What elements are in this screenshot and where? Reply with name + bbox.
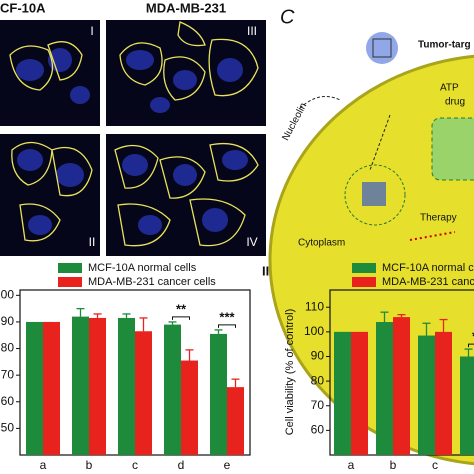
image-panel bbox=[0, 134, 100, 256]
x-tick-label: a bbox=[348, 458, 355, 472]
bar bbox=[89, 317, 106, 455]
microscopy: CF-10A MDA-MB-231 I III II IV bbox=[0, 0, 266, 256]
y-tick-label: 70 bbox=[311, 398, 325, 412]
panel-label: III bbox=[247, 24, 257, 38]
column-label: CF-10A bbox=[0, 0, 46, 15]
panel-label: IV bbox=[246, 235, 257, 249]
bar bbox=[43, 321, 60, 455]
panel-label: I bbox=[90, 24, 93, 38]
y-tick-label: 60 bbox=[1, 394, 15, 408]
vesicle bbox=[344, 164, 406, 226]
column-label: MDA-MB-231 bbox=[146, 0, 226, 15]
significance-bracket bbox=[468, 343, 474, 348]
x-tick-label: b bbox=[390, 458, 397, 472]
y-tick-label: 100 bbox=[0, 287, 14, 301]
legend-label: MDA-MB-231 cancer cells bbox=[382, 276, 474, 288]
diagram-label: drug bbox=[445, 97, 465, 108]
bar bbox=[351, 331, 368, 455]
x-tick-label: c bbox=[132, 458, 138, 472]
nanostructure bbox=[362, 182, 386, 206]
y-tick-label: 80 bbox=[1, 341, 15, 355]
bar bbox=[460, 356, 474, 455]
bar bbox=[393, 317, 410, 455]
y-tick-label: 90 bbox=[1, 314, 15, 328]
legend-swatch bbox=[352, 277, 376, 287]
nanostructure bbox=[366, 32, 398, 64]
legend-label: MCF-10A normal cells bbox=[382, 262, 474, 274]
bar bbox=[210, 333, 227, 455]
y-tick-label: 90 bbox=[311, 349, 325, 363]
y-tick-label: 60 bbox=[311, 423, 325, 437]
nucleus bbox=[431, 117, 474, 181]
legend-swatch bbox=[352, 263, 376, 273]
significance-bracket bbox=[218, 324, 236, 328]
y-tick-label: 50 bbox=[1, 421, 15, 435]
bar bbox=[118, 317, 135, 455]
bar bbox=[26, 321, 43, 455]
y-axis-label: Cell viability (% of control) bbox=[284, 309, 296, 436]
panel-label: II bbox=[89, 235, 96, 249]
diagram-label: ATP bbox=[440, 83, 459, 94]
bar bbox=[435, 331, 452, 455]
spacer bbox=[272, 0, 474, 14]
x-tick-label: a bbox=[40, 458, 47, 472]
bar bbox=[72, 316, 89, 455]
x-tick-label: e bbox=[224, 458, 231, 472]
significance-label: ** bbox=[472, 329, 474, 344]
y-tick-label: 110 bbox=[305, 299, 324, 313]
diagram-label: Nucleolin bbox=[280, 101, 309, 142]
x-tick-label: b bbox=[86, 458, 93, 472]
panel-label: II bbox=[262, 263, 269, 278]
bar bbox=[135, 331, 152, 455]
bar bbox=[418, 335, 435, 455]
bar bbox=[376, 322, 393, 455]
nanostructure bbox=[372, 38, 392, 58]
legend-label: MCF-10A normal cells bbox=[88, 262, 197, 274]
significance-label: ** bbox=[176, 301, 187, 316]
y-tick-label: 80 bbox=[311, 373, 325, 387]
legend-swatch bbox=[58, 263, 82, 273]
diagram-label: Therapy bbox=[420, 213, 457, 224]
legend-swatch bbox=[58, 277, 82, 287]
arrow bbox=[299, 95, 341, 109]
x-tick-label: d bbox=[178, 458, 185, 472]
legend-label: MDA-MB-231 cancer cells bbox=[88, 276, 216, 288]
diagram-label: Tumor-targ bbox=[418, 40, 471, 51]
y-tick-label: 100 bbox=[304, 324, 324, 338]
y-tick-label: 70 bbox=[1, 367, 15, 381]
cells bbox=[9, 21, 259, 247]
panel-label: C bbox=[280, 6, 295, 28]
bar bbox=[164, 324, 181, 455]
x-tick-label: c bbox=[432, 458, 438, 472]
diagram-label: Cytoplasm bbox=[298, 238, 345, 249]
significance-label: *** bbox=[219, 309, 235, 324]
bar bbox=[227, 387, 244, 455]
bar bbox=[181, 360, 198, 455]
significance-bracket bbox=[172, 316, 190, 320]
bar bbox=[334, 331, 351, 455]
